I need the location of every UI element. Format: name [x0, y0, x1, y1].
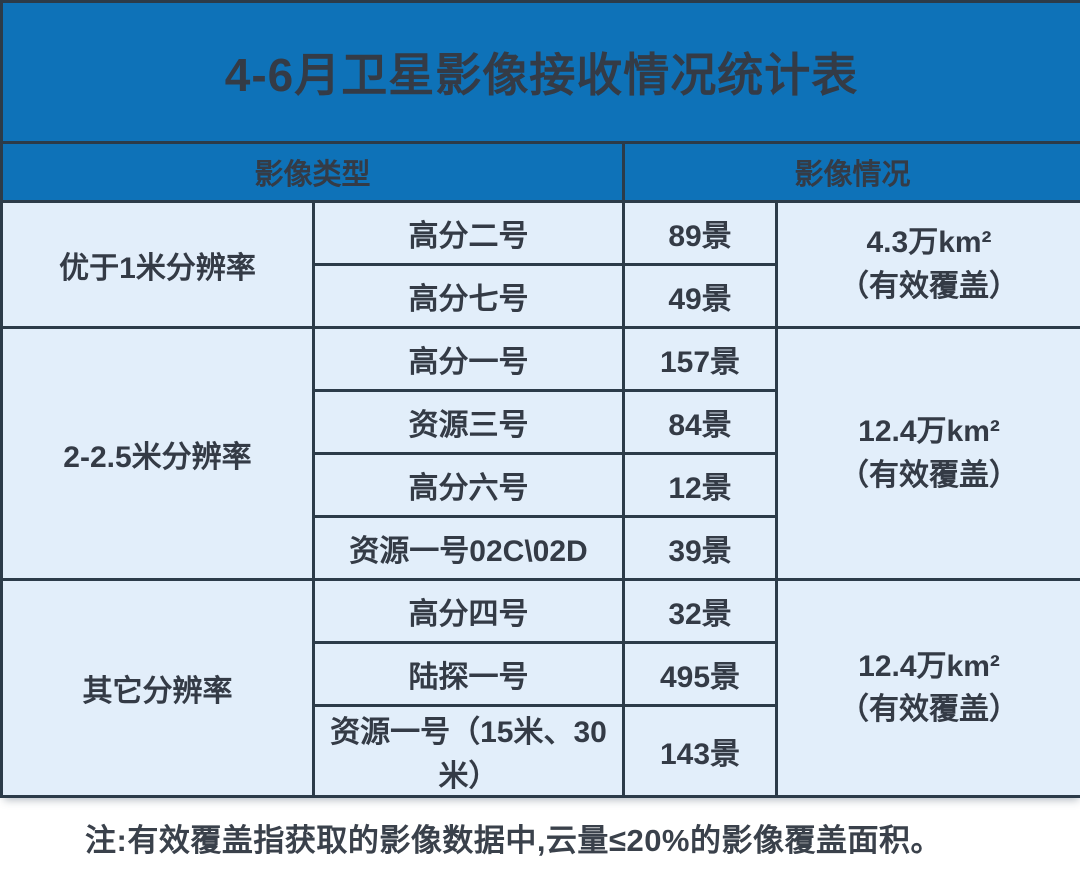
- footnote: 注:有效覆盖指获取的影像数据中,云量≤20%的影像覆盖面积。: [85, 823, 942, 858]
- column-header-image-type: 影像类型: [0, 141, 625, 203]
- header-row: 影像类型 影像情况: [0, 141, 1080, 203]
- title-row: 4-6月卫星影像接收情况统计表: [0, 0, 1080, 144]
- table-row: 其它分辨率 高分四号 32景 12.4万km² （有效覆盖）: [0, 578, 1080, 798]
- scene-count-cell: 12景: [622, 452, 778, 518]
- satellite-name-cell: 资源一号02C\02D: [312, 515, 625, 581]
- coverage-cell: 4.3万km² （有效覆盖）: [774, 200, 1080, 329]
- satellite-name-cell: 高分四号: [312, 578, 625, 644]
- scene-count-cell: 143景: [622, 704, 778, 798]
- satellite-name-cell: 高分二号: [312, 200, 625, 266]
- resolution-group-label: 其它分辨率: [0, 578, 315, 798]
- satellite-name-cell: 高分一号: [312, 326, 625, 392]
- coverage-cell: 12.4万km² （有效覆盖）: [774, 578, 1080, 798]
- table-row: 陆探一号 495景: [2, 641, 1080, 707]
- scene-count-cell: 157景: [622, 326, 778, 392]
- coverage-area: 12.4万km²: [858, 649, 1000, 683]
- table-row: 2-2.5米分辨率 高分一号 157景 12.4万km² （有效覆盖）: [0, 326, 1080, 581]
- coverage-label: （有效覆盖）: [839, 458, 1020, 492]
- scene-count-cell: 495景: [622, 641, 778, 707]
- table-row: 高分七号 49景: [2, 263, 1080, 329]
- table-row: 资源一号02C\02D 39景: [2, 515, 1080, 581]
- scene-count-cell: 89景: [622, 200, 778, 266]
- coverage-label: （有效覆盖）: [839, 693, 1020, 726]
- column-header-image-status: 影像情况: [621, 141, 1080, 203]
- table-row: 高分六号 12景: [2, 452, 1080, 518]
- scene-count-cell: 49景: [622, 263, 778, 329]
- table-row: 优于1米分辨率 高分二号 89景 4.3万km² （有效覆盖）: [0, 200, 1080, 329]
- scene-count-cell: 84景: [622, 389, 778, 455]
- satellite-name-cell: 资源三号: [312, 389, 625, 455]
- satellite-stats-table: 4-6月卫星影像接收情况统计表 影像类型 影像情况 优于1米分辨率 高分二号 8…: [0, 0, 1080, 798]
- scene-count-cell: 39景: [622, 515, 778, 581]
- resolution-group-label: 优于1米分辨率: [0, 200, 315, 329]
- coverage-cell: 12.4万km² （有效覆盖）: [774, 326, 1080, 581]
- coverage-label: （有效覆盖）: [839, 269, 1020, 303]
- satellite-name-cell: 高分六号: [312, 452, 625, 518]
- table-row: 资源一号（15米、30米） 143景: [2, 704, 1080, 798]
- satellite-name-cell: 高分七号: [312, 263, 625, 329]
- coverage-area: 12.4万km²: [858, 415, 1000, 448]
- page-title: 4-6月卫星影像接收情况统计表: [0, 0, 1080, 144]
- table-row: 资源三号 84景: [2, 389, 1080, 455]
- resolution-group-label: 2-2.5米分辨率: [0, 326, 315, 581]
- scene-count-cell: 32景: [622, 578, 778, 644]
- coverage-area: 4.3万km²: [866, 226, 992, 259]
- satellite-name-cell: 陆探一号: [312, 641, 625, 707]
- satellite-name-cell: 资源一号（15米、30米）: [312, 704, 625, 798]
